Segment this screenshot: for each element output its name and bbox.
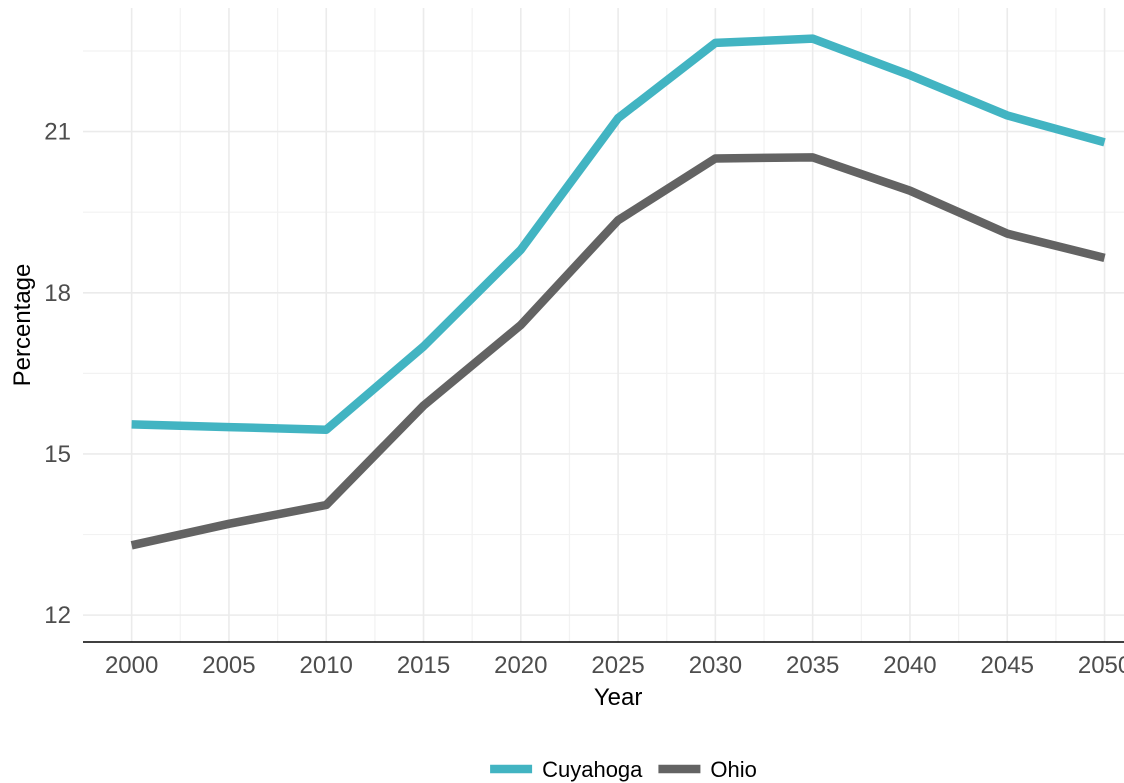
legend: Cuyahoga Ohio xyxy=(490,757,757,782)
y-axis-title: Percentage xyxy=(9,264,36,387)
x-tick-label: 2045 xyxy=(981,652,1034,679)
x-tick-label: 2050 xyxy=(1078,652,1124,679)
x-tick-label: 2015 xyxy=(397,652,450,679)
y-tick-label: 21 xyxy=(44,119,71,146)
x-tick-label: 2020 xyxy=(494,652,547,679)
x-tick-label: 2030 xyxy=(689,652,742,679)
x-axis-title: Year xyxy=(594,684,643,711)
legend-label: Ohio xyxy=(710,757,756,782)
x-tick-label: 2040 xyxy=(883,652,936,679)
legend-label: Cuyahoga xyxy=(542,757,643,782)
x-tick-label: 2005 xyxy=(202,652,255,679)
major-gridlines xyxy=(83,8,1124,642)
series-line-ohio xyxy=(130,153,1106,550)
legend-item-ohio: Ohio xyxy=(658,757,757,782)
x-tick-label: 2035 xyxy=(786,652,839,679)
y-tick-label: 15 xyxy=(44,441,71,468)
series-lines xyxy=(130,34,1106,550)
legend-item-cuyahoga: Cuyahoga xyxy=(490,757,643,782)
y-axis-ticks: 12 15 18 21 xyxy=(44,119,71,630)
x-axis-ticks: 2000 2005 2010 2015 2020 2025 2030 2035 2040 2045… xyxy=(105,652,1124,679)
y-tick-label: 18 xyxy=(44,280,71,307)
y-tick-label: 12 xyxy=(44,602,71,629)
series-line-cuyahoga xyxy=(131,34,1106,435)
x-tick-label: 2025 xyxy=(591,652,644,679)
x-tick-label: 2000 xyxy=(105,652,158,679)
x-tick-label: 2010 xyxy=(300,652,353,679)
